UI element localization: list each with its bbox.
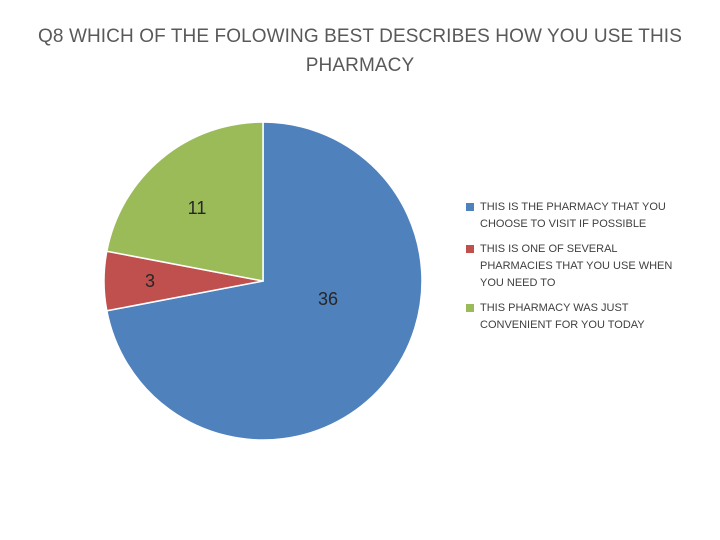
legend-item: THIS PHARMACY WAS JUST CONVENIENT FOR YO… xyxy=(466,300,676,334)
data-label: 11 xyxy=(188,198,207,218)
legend-swatch xyxy=(466,304,474,312)
legend-label: THIS IS ONE OF SEVERAL PHARMACIES THAT Y… xyxy=(480,243,673,289)
pie-slice xyxy=(105,121,423,441)
pie-slice xyxy=(105,121,264,282)
legend-label: THIS IS THE PHARMACY THAT YOU CHOOSE TO … xyxy=(480,201,666,230)
legend-label: THIS PHARMACY WAS JUST CONVENIENT FOR YO… xyxy=(480,302,645,331)
legend-swatch xyxy=(466,245,474,253)
data-label: 3 xyxy=(145,271,155,291)
chart-title: Q8 WHICH OF THE FOLOWING BEST DESCRIBES … xyxy=(38,26,682,76)
legend-swatch xyxy=(466,203,474,211)
data-label: 36 xyxy=(318,289,338,309)
legend: THIS IS THE PHARMACY THAT YOU CHOOSE TO … xyxy=(466,199,676,342)
legend-item: THIS IS THE PHARMACY THAT YOU CHOOSE TO … xyxy=(466,199,676,233)
legend-item: THIS IS ONE OF SEVERAL PHARMACIES THAT Y… xyxy=(466,241,676,292)
